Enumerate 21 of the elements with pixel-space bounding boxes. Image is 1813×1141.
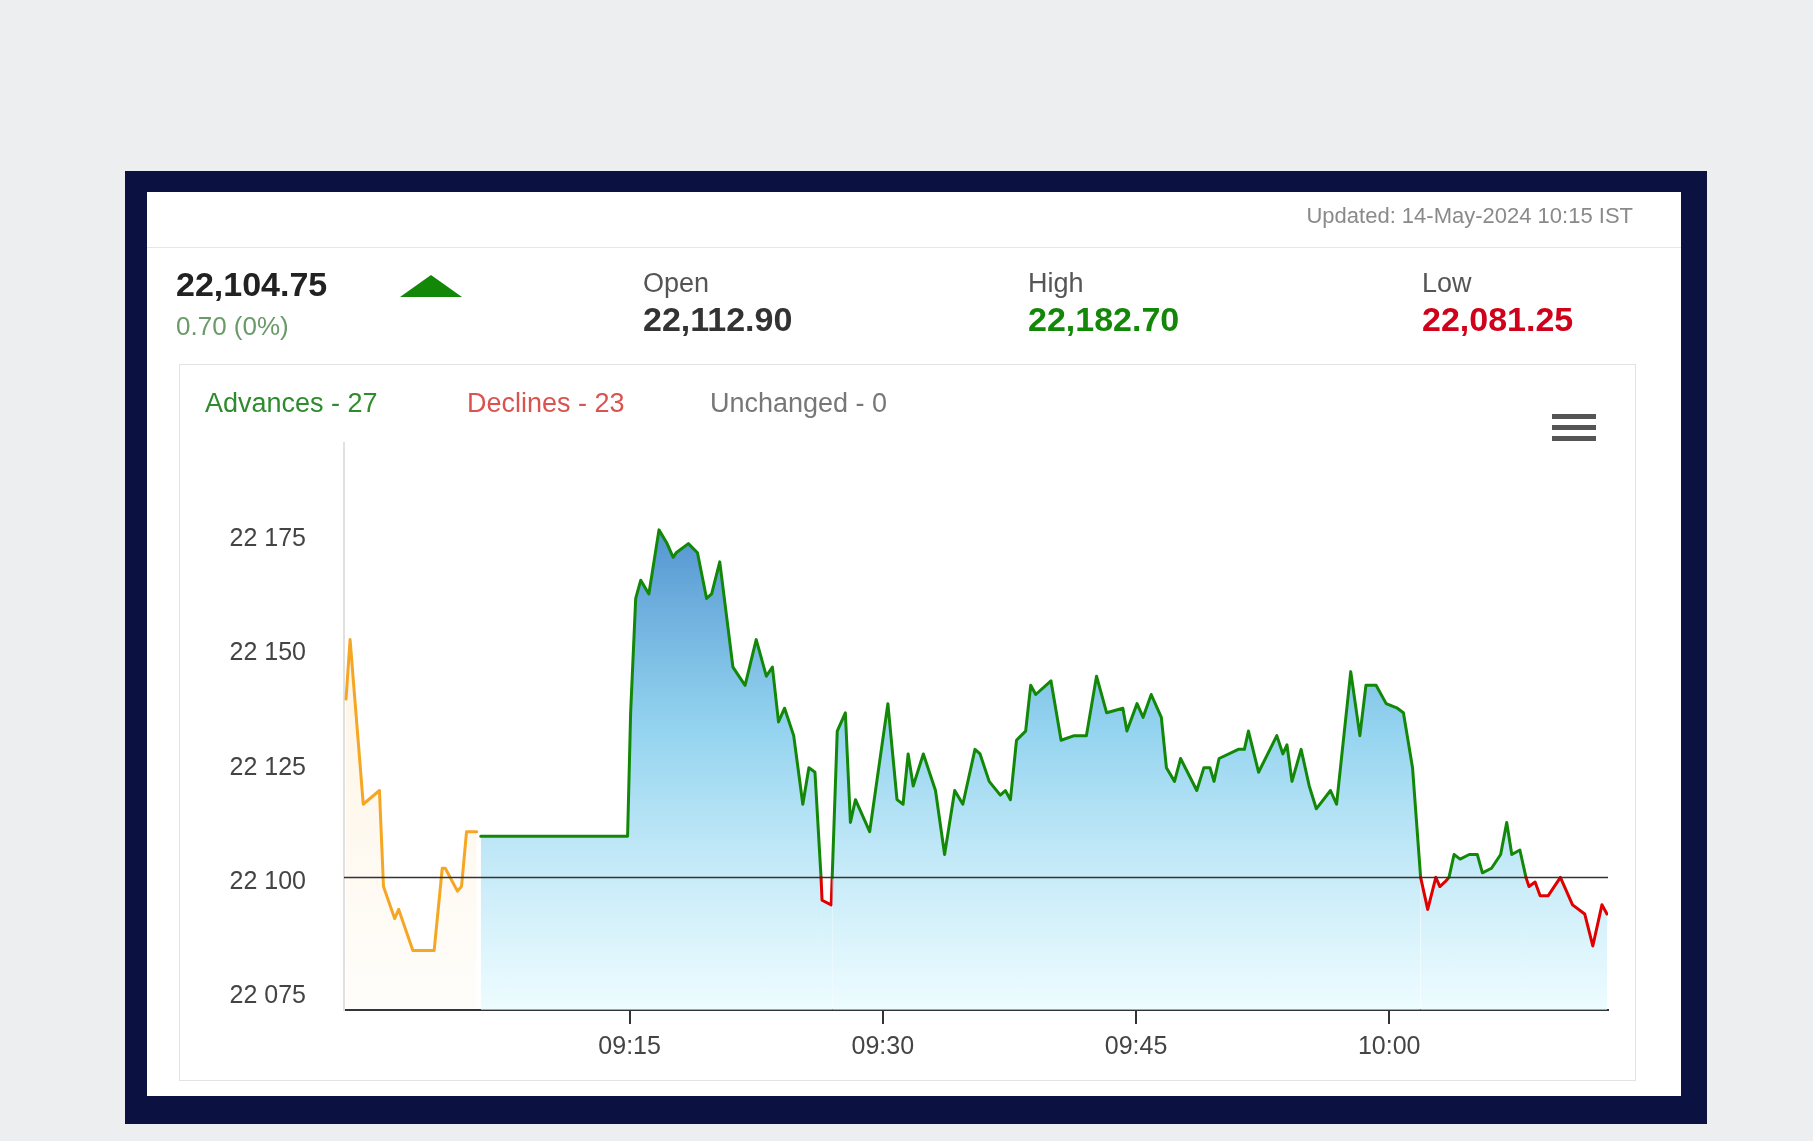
x-tick-label: 09:45	[1104, 1030, 1168, 1059]
y-tick-label: 22 175	[229, 522, 306, 551]
text: Declines - 23	[467, 388, 625, 418]
text: 22,081.25	[1422, 300, 1574, 338]
x-tick-label: 09:30	[851, 1030, 915, 1059]
text: Advances - 27	[205, 388, 378, 418]
text: 22,104.75	[176, 265, 328, 303]
text: Unchanged - 0	[710, 388, 888, 418]
x-tick-label: 09:15	[598, 1030, 661, 1059]
text: 0.70 (0%)	[176, 311, 289, 341]
text: 22,112.90	[643, 300, 793, 338]
text: 22,182.70	[1028, 300, 1180, 338]
text: Open	[643, 268, 710, 298]
text: Updated: 14-May-2024 10:15 IST	[1306, 203, 1633, 228]
y-tick-label: 22 075	[229, 980, 306, 1009]
text: High	[1028, 268, 1084, 298]
y-tick-label: 22 150	[229, 637, 306, 666]
x-tick-label: 10:00	[1357, 1030, 1421, 1059]
y-tick-label: 22 125	[229, 751, 306, 780]
text: Low	[1422, 268, 1472, 298]
y-tick-label: 22 100	[229, 865, 306, 894]
